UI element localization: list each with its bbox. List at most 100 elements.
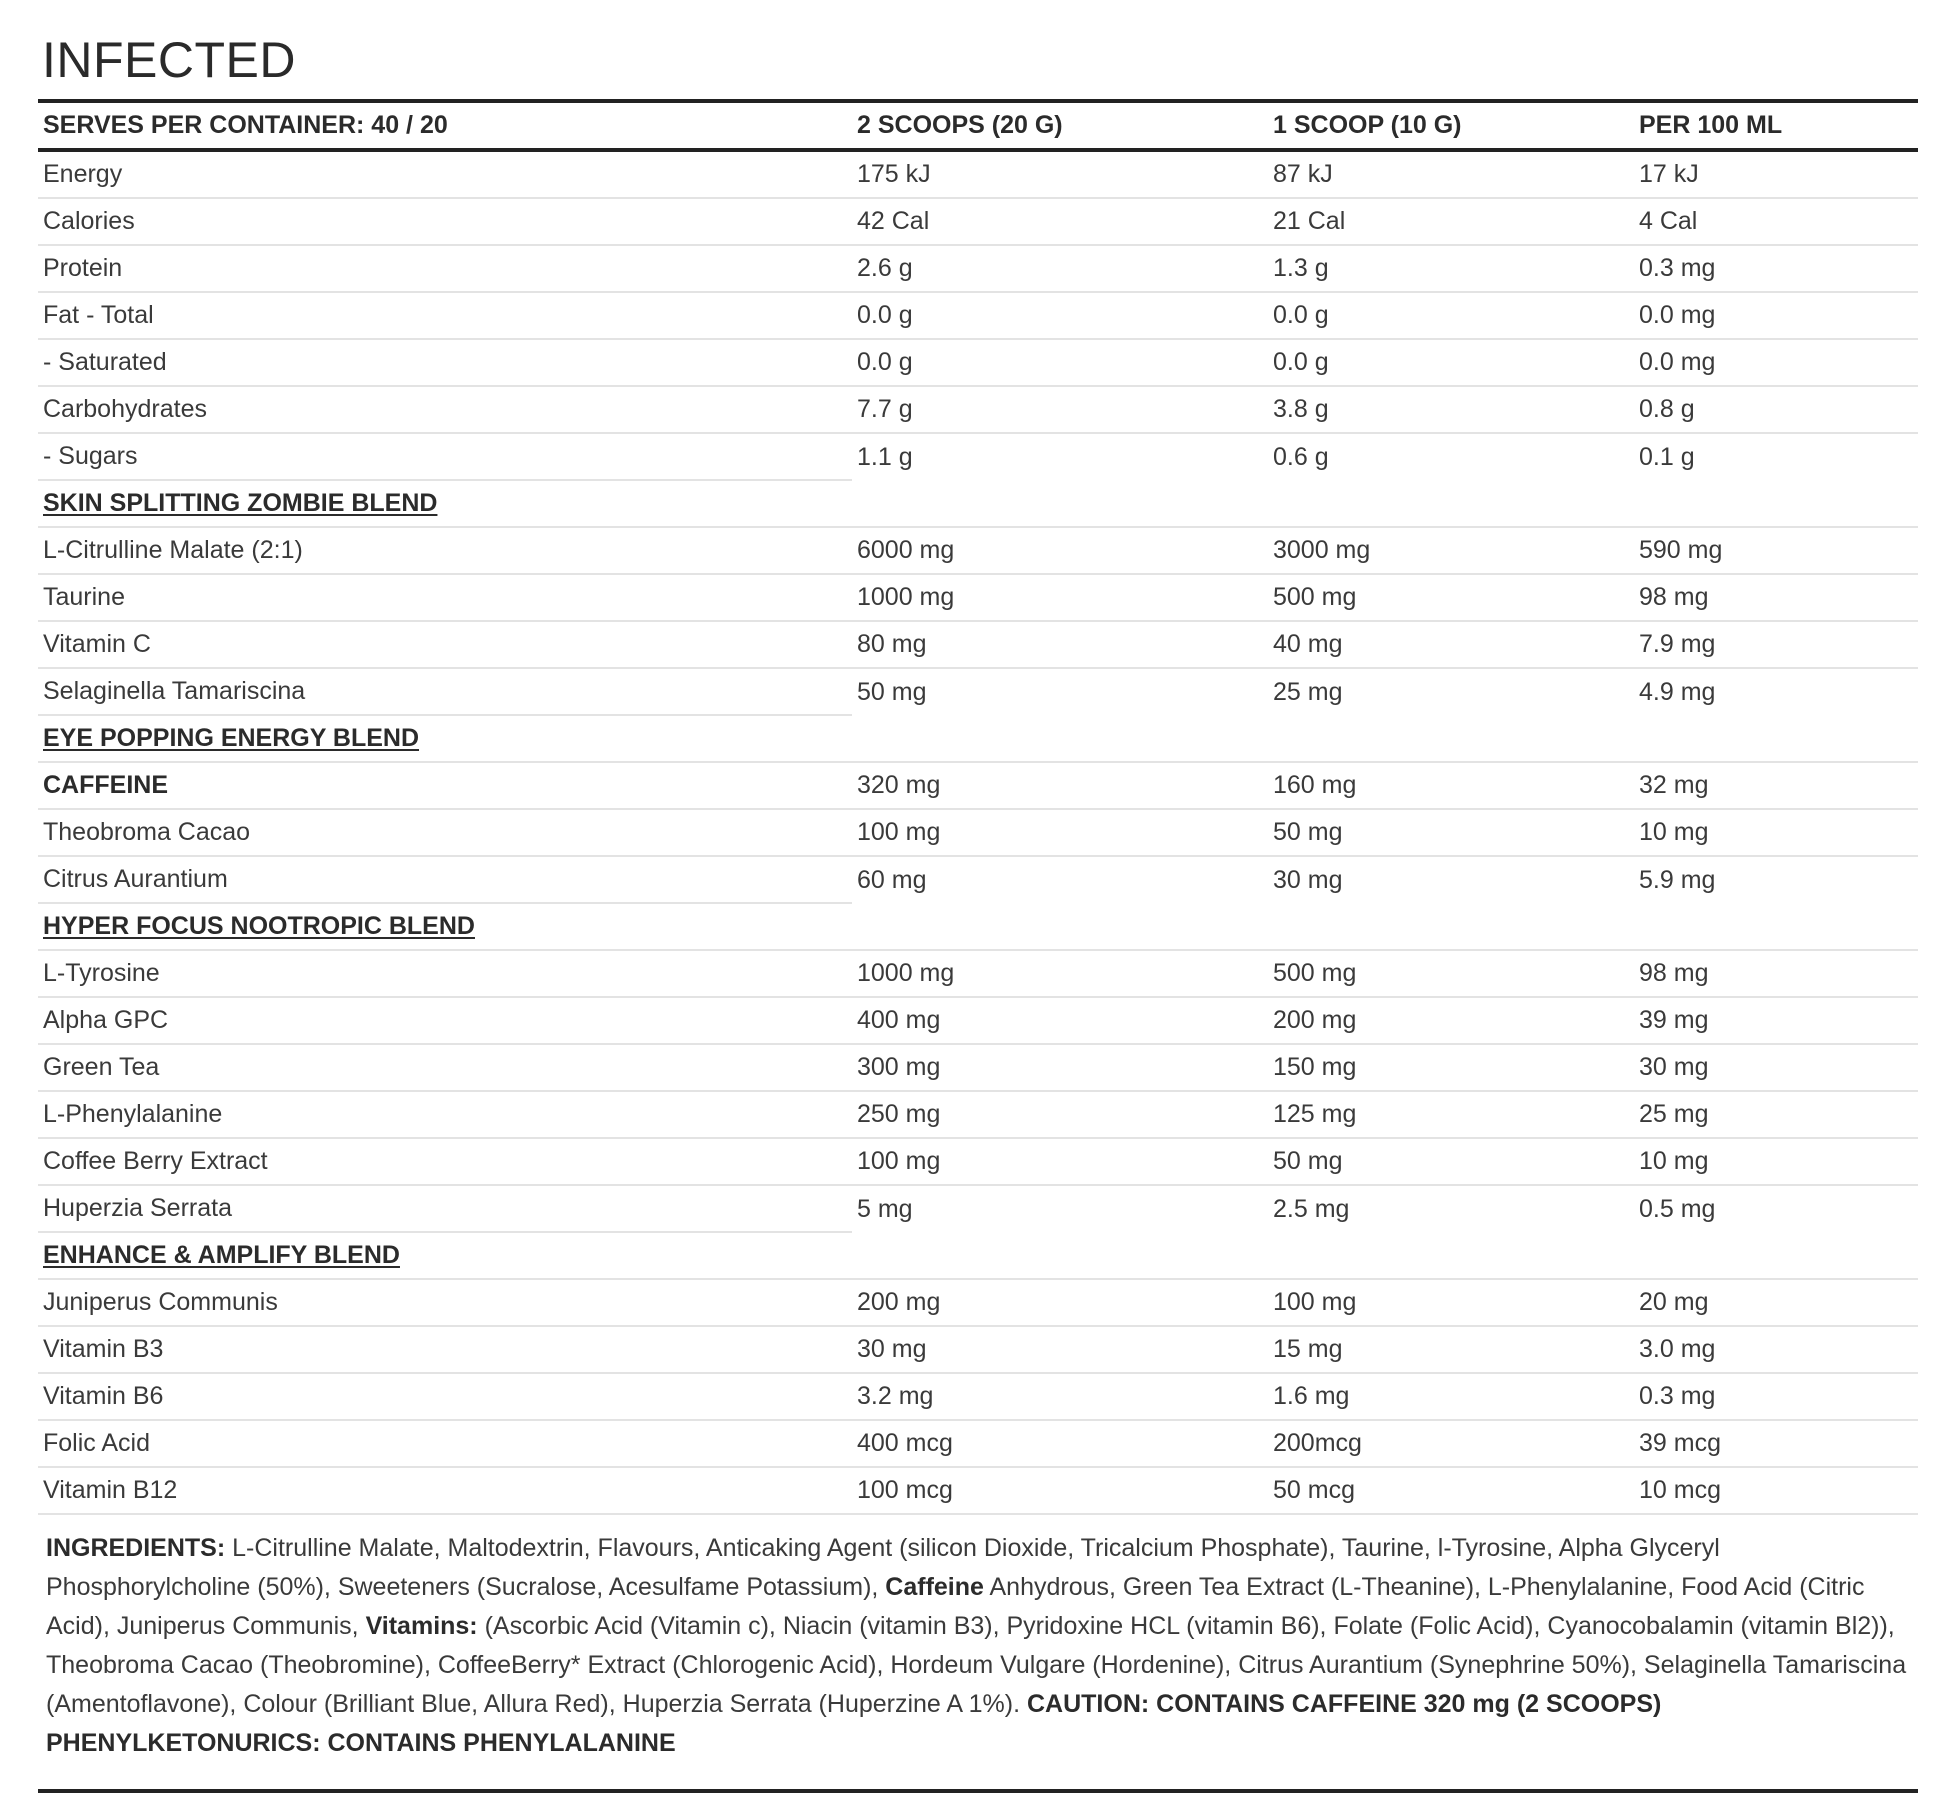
section-row: SKIN SPLITTING ZOMBIE BLEND (38, 480, 1918, 528)
nutrient-name: Vitamin C (38, 621, 852, 669)
value-per-100ml: 0.0 mg (1634, 339, 1918, 387)
section-blank-cell (1634, 903, 1918, 951)
caution-text: CAUTION: CONTAINS CAFFEINE 320 mg (2 SCO… (46, 1690, 1662, 1757)
value-one-scoop: 40 mg (1268, 621, 1634, 669)
value-per-100ml: 98 mg (1634, 574, 1918, 622)
value-two-scoops: 1.1 g (857, 442, 913, 471)
value-two-scoops: 60 mg (857, 865, 927, 894)
ingredients-part3: (Ascorbic Acid (Vitamin c), Niacin (vita… (46, 1612, 1907, 1718)
value-per-100ml: 0.5 mg (1639, 1194, 1716, 1223)
value-one-scoop: 200mcg (1268, 1420, 1634, 1468)
header-serves: SERVES PER CONTAINER: 40 / 20 (38, 101, 852, 152)
value-per-100ml: 39 mg (1634, 997, 1918, 1045)
section-title: EYE POPPING ENERGY BLEND (38, 715, 852, 763)
table-row: Carbohydrates 7.7 g 3.8 g 0.8 g (38, 386, 1918, 434)
value-per-100ml: 39 mcg (1634, 1420, 1918, 1468)
nutrition-panel: INFECTED SERVES PER CONTAINER: 40 / 20 2… (38, 0, 1918, 1793)
value-two-scoops: 1000 mg (852, 574, 1268, 622)
value-one-scoop: 25 mg (1273, 677, 1343, 706)
value-two-scoops: 50 mg (857, 677, 927, 706)
value-two-scoops: 1000 mg (852, 950, 1268, 998)
nutrient-name: L-Tyrosine (38, 950, 852, 998)
table-row: Vitamin B12 100 mcg 50 mcg 10 mcg (38, 1467, 1918, 1515)
table-row: L-Phenylalanine 250 mg 125 mg 25 mg (38, 1091, 1918, 1139)
value-one-scoop: 200 mg (1268, 997, 1634, 1045)
nutrient-name: L-Citrulline Malate (2:1) (38, 527, 852, 575)
nutrient-name: Vitamin B6 (38, 1373, 852, 1421)
value-one-scoop: 0.6 g (1273, 442, 1329, 471)
section-blank-cell (852, 903, 1268, 951)
section-blank-cell (1634, 480, 1918, 528)
value-two-scoops: 80 mg (852, 621, 1268, 669)
value-one-scoop: 30 mg (1273, 865, 1343, 894)
nutrient-name: L-Phenylalanine (38, 1091, 852, 1139)
table-row: L-Tyrosine 1000 mg 500 mg 98 mg (38, 950, 1918, 998)
value-per-100ml: 0.3 mg (1634, 1373, 1918, 1421)
value-per-100ml: 0.3 mg (1634, 245, 1918, 293)
section-title: HYPER FOCUS NOOTROPIC BLEND (38, 903, 852, 951)
caffeine-label: Caffeine (885, 1573, 984, 1601)
value-one-scoop: 0.0 g (1268, 292, 1634, 340)
value-two-scoops: 175 kJ (852, 150, 1268, 199)
value-one-scoop: 50 mg (1268, 1138, 1634, 1186)
value-per-100ml: 0.1 g (1639, 442, 1695, 471)
header-one-scoop: 1 SCOOP (10 G) (1268, 101, 1634, 152)
section-blank-cell (852, 715, 1268, 763)
value-one-scoop: 21 Cal (1268, 198, 1634, 246)
table-row: Protein 2.6 g 1.3 g 0.3 mg (38, 245, 1918, 293)
section-title: ENHANCE & AMPLIFY BLEND (38, 1232, 852, 1280)
value-per-100ml: 17 kJ (1634, 150, 1918, 199)
section-blank-cell (852, 480, 1268, 528)
value-per-100ml: 10 mcg (1634, 1467, 1918, 1515)
table-row: Vitamin C 80 mg 40 mg 7.9 mg (38, 621, 1918, 669)
table-row: Taurine 1000 mg 500 mg 98 mg (38, 574, 1918, 622)
value-one-scoop: 3.8 g (1268, 386, 1634, 434)
value-one-scoop: 1.6 mg (1268, 1373, 1634, 1421)
value-one-scoop: 0.0 g (1268, 339, 1634, 387)
table-row: Theobroma Cacao 100 mg 50 mg 10 mg (38, 809, 1918, 857)
nutrient-name: Selaginella Tamariscina (38, 668, 852, 716)
value-per-100ml: 0.0 mg (1634, 292, 1918, 340)
value-two-scoops: 300 mg (852, 1044, 1268, 1092)
nutrient-name: Energy (38, 150, 852, 199)
nutrient-name: Calories (38, 198, 852, 246)
value-two-scoops: 0.0 g (852, 339, 1268, 387)
section-blank-cell (1634, 1232, 1918, 1280)
table-row: Alpha GPC 400 mg 200 mg 39 mg (38, 997, 1918, 1045)
table-row: Selaginella Tamariscina 50 mg 25 mg 4.9 mg (38, 668, 1918, 716)
section-blank-cell (1634, 715, 1918, 763)
nutrient-name: Fat - Total (38, 292, 852, 340)
value-two-scoops: 200 mg (852, 1279, 1268, 1327)
section-blank-cell (1268, 903, 1634, 951)
value-two-scoops: 3.2 mg (852, 1373, 1268, 1421)
value-two-scoops: 100 mg (852, 809, 1268, 857)
value-per-100ml: 5.9 mg (1639, 865, 1716, 894)
value-two-scoops: 30 mg (852, 1326, 1268, 1374)
nutrient-name: Taurine (38, 574, 852, 622)
nutrient-name: Citrus Aurantium (38, 856, 852, 904)
nutrient-name: - Saturated (38, 339, 852, 387)
value-two-scoops: 42 Cal (852, 198, 1268, 246)
value-two-scoops: 400 mcg (852, 1420, 1268, 1468)
value-two-scoops: 0.0 g (852, 292, 1268, 340)
table-row: Green Tea 300 mg 150 mg 30 mg (38, 1044, 1918, 1092)
table-row: Coffee Berry Extract 100 mg 50 mg 10 mg (38, 1138, 1918, 1186)
product-title: INFECTED (42, 32, 296, 88)
value-per-100ml: 590 mg (1634, 527, 1918, 575)
value-two-scoops: 400 mg (852, 997, 1268, 1045)
section-blank-cell (852, 1232, 1268, 1280)
nutrient-name: Alpha GPC (38, 997, 852, 1045)
nutrition-table: SERVES PER CONTAINER: 40 / 20 2 SCOOPS (… (38, 99, 1918, 1515)
value-two-scoops: 7.7 g (852, 386, 1268, 434)
table-row: L-Citrulline Malate (2:1) 6000 mg 3000 mg 5… (38, 527, 1918, 575)
value-one-scoop: 150 mg (1268, 1044, 1634, 1092)
nutrient-name: Vitamin B3 (38, 1326, 852, 1374)
value-two-scoops: 6000 mg (852, 527, 1268, 575)
ingredients-part1: L-Citrulline Malate, Maltodextrin, Flavo… (46, 1534, 1720, 1601)
value-one-scoop: 160 mg (1268, 762, 1634, 810)
table-row: Huperzia Serrata 5 mg 2.5 mg 0.5 mg (38, 1185, 1918, 1233)
nutrient-name: Theobroma Cacao (38, 809, 852, 857)
nutrient-name: Protein (38, 245, 852, 293)
value-one-scoop: 125 mg (1268, 1091, 1634, 1139)
value-one-scoop: 87 kJ (1268, 150, 1634, 199)
